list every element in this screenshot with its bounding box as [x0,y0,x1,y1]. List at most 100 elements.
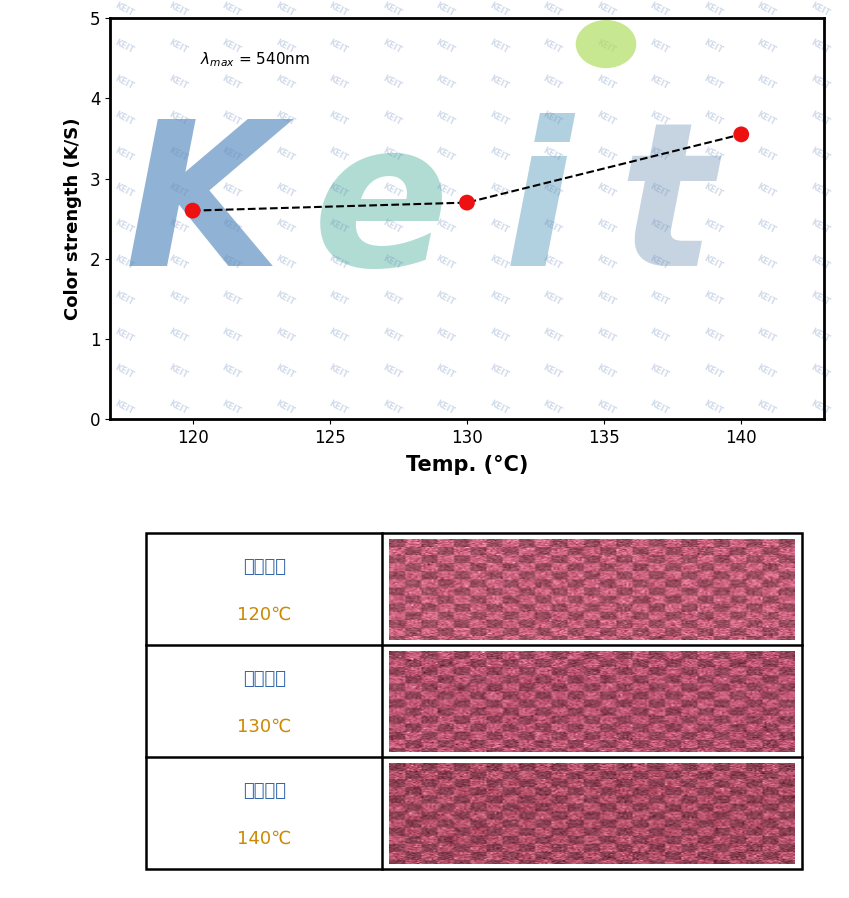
Text: KEIT: KEIT [809,290,831,308]
Text: KEIT: KEIT [756,74,778,91]
Text: KEIT: KEIT [167,182,189,199]
Text: KEIT: KEIT [649,218,671,235]
Text: KEIT: KEIT [649,38,671,55]
Text: KEIT: KEIT [756,145,778,163]
Text: KEIT: KEIT [756,290,778,308]
Text: KEIT: KEIT [702,145,724,163]
Text: KEIT: KEIT [167,74,189,91]
Text: KEIT: KEIT [649,110,671,127]
Text: KEIT: KEIT [702,38,724,55]
Text: KEIT: KEIT [542,290,564,308]
Text: KEIT: KEIT [809,182,831,199]
Text: KEIT: KEIT [488,145,510,163]
Text: KEIT: KEIT [809,1,831,19]
Text: KEIT: KEIT [595,145,617,163]
Text: KEIT: KEIT [274,399,296,416]
Text: KEIT: KEIT [167,218,189,235]
Text: KEIT: KEIT [274,254,296,271]
X-axis label: Temp. (°C): Temp. (°C) [406,455,528,475]
Text: KEIT: KEIT [167,363,189,380]
Text: KEIT: KEIT [167,110,189,127]
Text: KEIT: KEIT [328,38,350,55]
Text: KEIT: KEIT [381,326,403,344]
Text: KEIT: KEIT [702,326,724,344]
Text: KEIT: KEIT [702,74,724,91]
Text: KEIT: KEIT [274,38,296,55]
Text: KEIT: KEIT [435,1,457,19]
Text: KEIT: KEIT [542,218,564,235]
Text: KEIT: KEIT [114,110,136,127]
Text: KEIT: KEIT [435,74,457,91]
Text: KEIT: KEIT [328,182,350,199]
Text: KEIT: KEIT [595,326,617,344]
Text: KEIT: KEIT [542,363,564,380]
Text: KEIT: KEIT [702,218,724,235]
Text: 140℃: 140℃ [237,830,291,848]
Text: KEIT: KEIT [595,182,617,199]
Text: KEIT: KEIT [702,290,724,308]
Text: KEIT: KEIT [649,145,671,163]
Text: KEIT: KEIT [328,290,350,308]
Text: KEIT: KEIT [649,254,671,271]
Text: KEIT: KEIT [702,1,724,19]
Text: KEIT: KEIT [702,182,724,199]
Text: t: t [619,113,715,308]
Text: KEIT: KEIT [435,110,457,127]
Text: KEIT: KEIT [167,399,189,416]
Text: KEIT: KEIT [114,326,136,344]
Text: KEIT: KEIT [702,110,724,127]
Text: KEIT: KEIT [221,218,243,235]
Text: KEIT: KEIT [114,363,136,380]
Text: KEIT: KEIT [702,363,724,380]
Text: KEIT: KEIT [221,182,243,199]
Text: KEIT: KEIT [542,254,564,271]
Text: KEIT: KEIT [542,1,564,19]
Text: KEIT: KEIT [595,38,617,55]
Text: KEIT: KEIT [167,145,189,163]
Text: KEIT: KEIT [114,145,136,163]
Text: KEIT: KEIT [595,74,617,91]
Text: KEIT: KEIT [809,254,831,271]
Point [734,128,748,142]
Text: KEIT: KEIT [221,290,243,308]
Text: KEIT: KEIT [328,110,350,127]
Text: KEIT: KEIT [328,145,350,163]
Text: KEIT: KEIT [435,290,457,308]
Text: KEIT: KEIT [809,110,831,127]
Text: KEIT: KEIT [542,182,564,199]
Text: KEIT: KEIT [756,218,778,235]
Point [460,196,474,210]
Text: KEIT: KEIT [595,110,617,127]
Text: KEIT: KEIT [381,254,403,271]
Text: KEIT: KEIT [328,1,350,19]
Text: KEIT: KEIT [756,1,778,19]
Text: KEIT: KEIT [435,363,457,380]
Text: KEIT: KEIT [381,38,403,55]
Text: KEIT: KEIT [809,399,831,416]
Text: KEIT: KEIT [381,290,403,308]
Text: 130℃: 130℃ [237,718,291,735]
Text: KEIT: KEIT [542,110,564,127]
Text: KEIT: KEIT [274,145,296,163]
Text: KEIT: KEIT [221,74,243,91]
Text: KEIT: KEIT [809,74,831,91]
Text: KEIT: KEIT [542,326,564,344]
Text: KEIT: KEIT [114,290,136,308]
Text: e: e [313,113,450,308]
Text: KEIT: KEIT [488,218,510,235]
Text: KEIT: KEIT [114,399,136,416]
Text: KEIT: KEIT [702,399,724,416]
Text: KEIT: KEIT [221,399,243,416]
Point [186,204,200,218]
Text: KEIT: KEIT [328,218,350,235]
Text: KEIT: KEIT [381,74,403,91]
Text: KEIT: KEIT [221,363,243,380]
Text: KEIT: KEIT [435,218,457,235]
Text: KEIT: KEIT [274,326,296,344]
Text: KEIT: KEIT [756,110,778,127]
Text: KEIT: KEIT [114,254,136,271]
Text: KEIT: KEIT [328,254,350,271]
Text: KEIT: KEIT [649,182,671,199]
Text: i: i [503,113,573,308]
Text: KEIT: KEIT [542,399,564,416]
